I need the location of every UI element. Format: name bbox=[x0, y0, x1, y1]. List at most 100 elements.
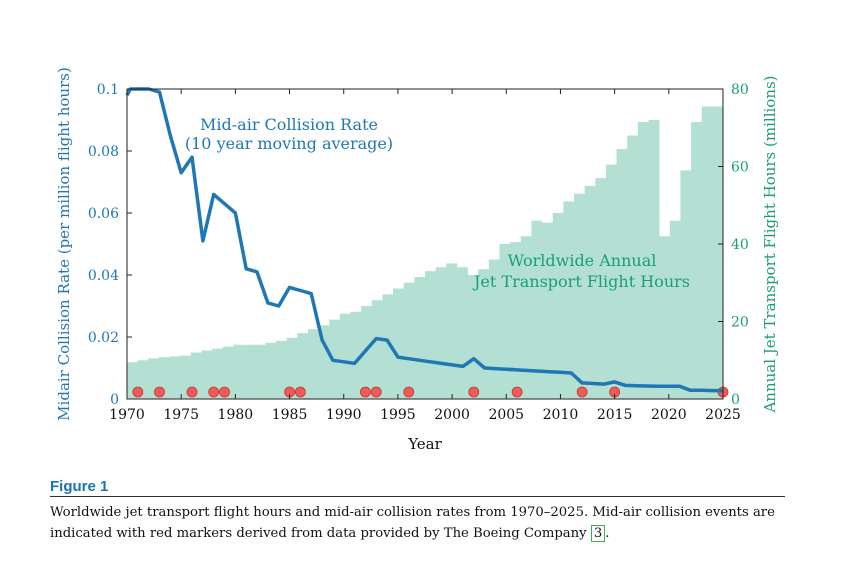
flight-hours-bar bbox=[244, 344, 256, 399]
flight-hours-bar bbox=[276, 340, 287, 399]
flight-hours-bar bbox=[265, 342, 277, 399]
right-tick-label: 20 bbox=[731, 315, 749, 331]
flight-hours-bar bbox=[552, 213, 564, 399]
flight-hours-bar bbox=[520, 236, 532, 399]
flight-hours-bar bbox=[233, 344, 245, 399]
flight-hours-bar bbox=[339, 313, 351, 399]
flight-hours-bar bbox=[307, 329, 319, 399]
flight-hours-bar bbox=[286, 337, 298, 399]
citation-link[interactable]: 3 bbox=[590, 525, 606, 542]
flight-hours-bar bbox=[350, 311, 362, 399]
flight-hours-bar bbox=[371, 300, 383, 399]
left-tick-label: 0.04 bbox=[88, 268, 119, 284]
x-tick-label: 2020 bbox=[651, 407, 687, 423]
x-tick-label: 1985 bbox=[272, 407, 308, 423]
flight-hours-bar bbox=[531, 220, 543, 399]
x-axis-title: Year bbox=[407, 435, 442, 453]
collision-event-marker bbox=[186, 386, 198, 398]
collision-rate-line bbox=[125, 87, 723, 393]
right-tick-label: 60 bbox=[731, 160, 749, 176]
flight-hours-bar bbox=[435, 267, 447, 399]
x-tick-label: 2025 bbox=[705, 407, 741, 423]
collision-event-marker bbox=[294, 386, 306, 398]
collision-event-marker bbox=[370, 386, 382, 398]
chart: 1970 1975 1980 1985 1990 1995 2000 2005 2010 2015… bbox=[55, 67, 779, 453]
collision-event-marker bbox=[132, 386, 144, 398]
x-tick-label: 1995 bbox=[380, 407, 416, 423]
flight-hours-bar bbox=[393, 288, 405, 399]
collision-event-marker bbox=[208, 386, 220, 398]
flight-hours-bar bbox=[691, 121, 703, 399]
flight-hours-bar bbox=[605, 164, 617, 399]
flight-hours-bar bbox=[616, 149, 628, 399]
flight-hours-bar bbox=[414, 276, 426, 399]
x-tick-label: 1970 bbox=[109, 407, 145, 423]
collision-event-marker bbox=[576, 386, 588, 398]
left-tick-label: 0 bbox=[110, 392, 119, 408]
flight-hours-bar bbox=[584, 185, 596, 399]
flight-hours-bar bbox=[701, 106, 713, 399]
flight-hours-bar bbox=[212, 348, 224, 399]
caption-text: Worldwide jet transport flight hours and… bbox=[50, 505, 775, 541]
caption-end: . bbox=[605, 526, 610, 541]
left-tick-label: 0.02 bbox=[88, 330, 119, 346]
flight-hours-bar bbox=[190, 352, 202, 399]
flight-hours-bar bbox=[574, 193, 585, 399]
line-annotation-line2: (10 year moving average) bbox=[185, 134, 393, 153]
flight-hours-bar bbox=[361, 306, 373, 399]
flight-hours-bar bbox=[712, 106, 724, 399]
flight-hours-bar bbox=[127, 362, 138, 399]
flight-hours-bar bbox=[627, 135, 639, 399]
flight-hours-bar bbox=[648, 120, 660, 399]
flight-hours-bar bbox=[148, 358, 160, 399]
left-tick-label: 0.1 bbox=[97, 82, 119, 98]
right-axis-title: Annual Jet Transport Flight Hours (milli… bbox=[761, 75, 779, 413]
right-tick-label: 0 bbox=[731, 392, 740, 408]
left-tick-label: 0.08 bbox=[88, 144, 119, 160]
bars-annotation-line1: Worldwide Annual bbox=[508, 251, 657, 270]
left-axis-ticks: 0 0.02 0.04 0.06 0.08 0.1 bbox=[88, 82, 132, 408]
figure-caption: Worldwide jet transport flight hours and… bbox=[50, 502, 790, 544]
flight-hours-bar bbox=[318, 325, 330, 399]
left-tick-label: 0.06 bbox=[88, 206, 119, 222]
collision-event-marker bbox=[219, 386, 230, 398]
flight-hours-bar bbox=[456, 267, 468, 399]
flight-hours-bar bbox=[637, 121, 649, 399]
flight-hours-bar bbox=[382, 294, 394, 399]
flight-hours-bar bbox=[169, 356, 181, 399]
flight-hours-bar bbox=[137, 360, 149, 399]
flight-hours-bar bbox=[563, 201, 575, 399]
right-axis-ticks: 0 20 40 60 80 bbox=[718, 82, 749, 408]
flight-hours-bar bbox=[180, 355, 192, 399]
x-tick-label: 2005 bbox=[488, 407, 524, 423]
flight-hours-bar bbox=[488, 259, 500, 399]
x-tick-label: 1980 bbox=[218, 407, 254, 423]
flight-hours-bar bbox=[446, 263, 458, 399]
flight-hours-bar bbox=[201, 350, 213, 399]
flight-hours-bar bbox=[680, 170, 692, 399]
collision-event-marker bbox=[403, 386, 415, 398]
flight-hours-bar bbox=[425, 271, 436, 399]
collision-event-marker bbox=[511, 386, 523, 398]
left-axis-title: Midair Collision Rate (per million fligh… bbox=[55, 67, 73, 421]
flight-hours-bar bbox=[478, 269, 490, 399]
flight-hours-bar bbox=[254, 344, 266, 399]
flight-hours-bar bbox=[542, 222, 554, 399]
collision-event-marker bbox=[468, 386, 480, 398]
x-tick-label: 1975 bbox=[163, 407, 199, 423]
collision-event-marker bbox=[154, 386, 165, 398]
x-tick-label: 2015 bbox=[597, 407, 633, 423]
flight-hours-bar bbox=[499, 244, 511, 399]
figure-label: Figure 1 bbox=[50, 478, 109, 495]
caption-divider bbox=[50, 496, 785, 497]
right-tick-label: 80 bbox=[731, 82, 749, 98]
flight-hours-bar bbox=[669, 220, 681, 399]
x-tick-label: 2000 bbox=[434, 407, 470, 423]
flight-hours-bar bbox=[595, 178, 607, 399]
x-axis-ticks: 1970 1975 1980 1985 1990 1995 2000 2005 2010 2015… bbox=[109, 89, 741, 423]
flight-hours-bar bbox=[467, 275, 479, 399]
x-tick-label: 1990 bbox=[326, 407, 362, 423]
collision-event-marker bbox=[359, 386, 371, 398]
flight-hours-bar bbox=[403, 282, 415, 399]
flight-hours-bar bbox=[158, 357, 170, 399]
